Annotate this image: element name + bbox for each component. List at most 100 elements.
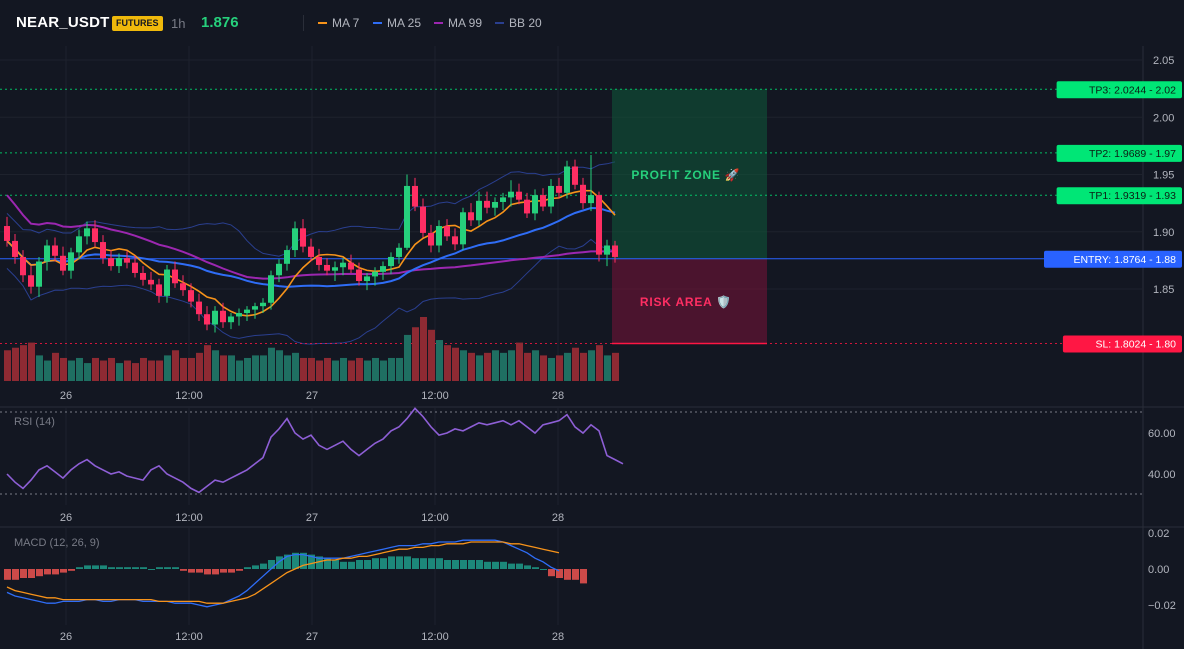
macd-histogram-bar <box>92 565 99 569</box>
macd-histogram-bar <box>436 558 443 569</box>
time-tick-label: 12:00 <box>175 631 203 643</box>
time-axis-rsi: 26 12:00 27 12:00 28 <box>60 512 564 524</box>
candle-body <box>228 316 234 323</box>
tp3-tag-box <box>1056 81 1182 99</box>
svg-text:PROFIT ZONE 🚀: PROFIT ZONE 🚀 <box>631 168 740 182</box>
macd-histogram-bar <box>380 558 387 569</box>
candle-body <box>4 226 10 241</box>
rsi-panel[interactable]: 60.00 40.00 <box>0 407 1176 495</box>
macd-histogram-bar <box>348 561 355 569</box>
trade-level-lines <box>0 88 1143 345</box>
candle-body <box>236 313 242 317</box>
volume-bar <box>28 342 35 381</box>
macd-histogram-bar <box>36 569 43 577</box>
ma99-swatch-icon <box>434 21 443 24</box>
candle-body <box>132 262 138 273</box>
legend-ma25[interactable]: MA 25 <box>373 16 421 30</box>
volume-bar <box>420 317 427 381</box>
macd-histogram-bar <box>388 556 395 569</box>
rsi-line <box>6 407 624 494</box>
candle-body <box>276 263 282 276</box>
macd-histogram-bar <box>356 560 363 569</box>
volume-bar <box>540 355 547 381</box>
volume-bar <box>244 357 251 381</box>
volume-bar <box>308 357 315 381</box>
price-tick-label: 2.05 <box>1153 55 1174 67</box>
candle-body <box>292 228 298 251</box>
volume-bar <box>60 357 67 381</box>
candle-body <box>316 256 322 265</box>
trade-zone-labels: PROFIT ZONE 🚀 RISK AREA 🛡️ <box>631 168 740 309</box>
macd-histogram-bar <box>412 558 419 569</box>
ma25-line <box>6 206 616 288</box>
time-axis-price: 26 12:00 27 12:00 28 <box>60 390 564 402</box>
legend-ma25-label: MA 25 <box>387 16 422 30</box>
macd-histogram-bar <box>556 569 563 578</box>
grid-lines <box>0 46 1143 625</box>
tp3-tag-label: TP3: 2.0244 - 2.02 <box>1089 84 1176 96</box>
candle-body <box>548 185 554 207</box>
legend-ma99[interactable]: MA 99 <box>434 16 482 30</box>
volume-bar <box>436 340 443 381</box>
macd-histogram-bar <box>20 569 27 578</box>
macd-histogram-bar <box>172 567 179 569</box>
volume-bar <box>100 360 107 381</box>
volume-bar <box>468 352 475 381</box>
volume-bar <box>132 363 139 381</box>
price-axis[interactable]: 2.05 2.00 1.95 1.90 1.85 <box>1153 55 1174 296</box>
volume-bar <box>588 350 595 381</box>
volume-bar <box>596 345 603 381</box>
legend-ma7[interactable]: MA 7 <box>318 16 359 30</box>
price-panel[interactable] <box>0 46 1143 406</box>
candle-body <box>116 258 122 267</box>
volume-bar <box>148 360 155 381</box>
volume-bar <box>564 352 571 381</box>
time-tick-label: 27 <box>306 631 318 643</box>
macd-histogram-bar <box>316 556 323 569</box>
macd-histogram-bar <box>276 556 283 569</box>
macd-histogram-bar <box>484 561 491 569</box>
macd-tick-label: 0.00 <box>1148 564 1169 576</box>
volume-bar <box>516 342 523 381</box>
volume-bar <box>196 352 203 381</box>
candle-body <box>324 264 330 271</box>
macd-histogram-bar <box>564 569 571 580</box>
candle-body <box>428 232 434 246</box>
candle-body <box>556 185 562 193</box>
macd-panel[interactable]: 0.02 0.00 −0.02 <box>4 528 1176 612</box>
macd-histogram-bar <box>332 560 339 569</box>
bb-lower-band <box>6 238 616 345</box>
macd-histogram-bar <box>284 554 291 569</box>
candle-body <box>332 267 338 271</box>
candle-body <box>284 250 290 264</box>
bollinger-bands <box>6 161 616 345</box>
legend-bb20[interactable]: BB 20 <box>495 16 542 30</box>
time-tick-label: 12:00 <box>175 390 203 402</box>
macd-histogram-bar <box>252 565 259 569</box>
candle-body <box>396 247 402 257</box>
shield-icon: 🛡️ <box>716 295 732 309</box>
price-tick-label: 2.00 <box>1153 112 1174 124</box>
volume-bar <box>276 350 283 381</box>
timeframe-label[interactable]: 1h <box>171 16 186 31</box>
macd-histogram-bar <box>404 556 411 569</box>
candle-body <box>468 212 474 221</box>
risk-area-label: RISK AREA <box>640 295 712 309</box>
volume-bar <box>20 345 27 381</box>
macd-histogram-bar <box>308 554 315 569</box>
volume-bar <box>76 357 83 381</box>
volume-bar <box>460 350 467 381</box>
svg-text:RISK AREA 🛡️: RISK AREA 🛡️ <box>640 295 732 309</box>
macd-histogram-bar <box>540 569 547 570</box>
time-tick-label: 27 <box>306 390 318 402</box>
macd-histogram-bar <box>340 561 347 569</box>
macd-histogram-bar <box>500 561 507 569</box>
candle-body <box>220 310 226 323</box>
volume-bar <box>156 360 163 381</box>
trade-level-tags: TP3: 2.0244 - 2.02 TP2: 1.9689 - 1.97 TP1:… <box>1044 81 1182 353</box>
candle-body <box>564 166 570 193</box>
volume-bar <box>92 357 99 381</box>
volume-bar <box>500 352 507 381</box>
symbol-name[interactable]: NEAR_USDT <box>16 14 110 31</box>
